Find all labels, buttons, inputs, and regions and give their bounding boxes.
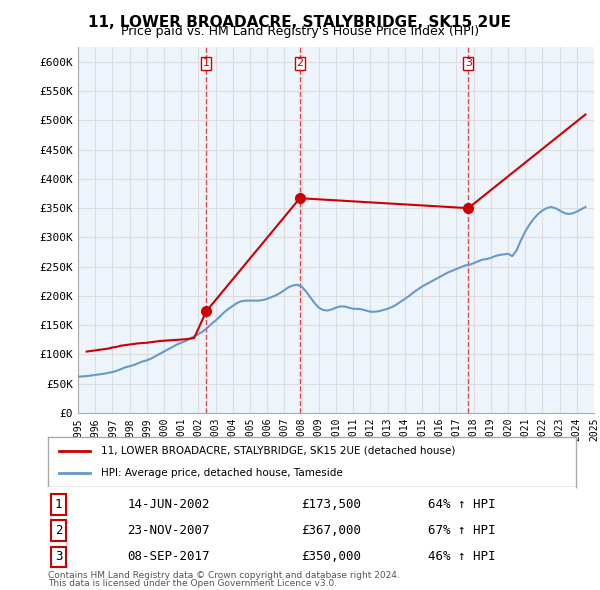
- Text: 1: 1: [55, 498, 62, 511]
- Text: 1: 1: [203, 58, 209, 68]
- Text: Contains HM Land Registry data © Crown copyright and database right 2024.: Contains HM Land Registry data © Crown c…: [48, 571, 400, 580]
- Text: £173,500: £173,500: [301, 498, 361, 511]
- Text: 14-JUN-2002: 14-JUN-2002: [127, 498, 210, 511]
- Text: £367,000: £367,000: [301, 524, 361, 537]
- Text: 11, LOWER BROADACRE, STALYBRIDGE, SK15 2UE: 11, LOWER BROADACRE, STALYBRIDGE, SK15 2…: [89, 15, 511, 30]
- Text: 23-NOV-2007: 23-NOV-2007: [127, 524, 210, 537]
- Text: 3: 3: [465, 58, 472, 68]
- Text: 3: 3: [55, 550, 62, 563]
- Text: 2: 2: [296, 58, 304, 68]
- Text: 08-SEP-2017: 08-SEP-2017: [127, 550, 210, 563]
- Text: 67% ↑ HPI: 67% ↑ HPI: [428, 524, 496, 537]
- Text: This data is licensed under the Open Government Licence v3.0.: This data is licensed under the Open Gov…: [48, 579, 337, 588]
- Text: 64% ↑ HPI: 64% ↑ HPI: [428, 498, 496, 511]
- Text: 46% ↑ HPI: 46% ↑ HPI: [428, 550, 496, 563]
- Text: HPI: Average price, detached house, Tameside: HPI: Average price, detached house, Tame…: [101, 468, 343, 478]
- Text: £350,000: £350,000: [301, 550, 361, 563]
- Text: 2: 2: [55, 524, 62, 537]
- Text: 11, LOWER BROADACRE, STALYBRIDGE, SK15 2UE (detached house): 11, LOWER BROADACRE, STALYBRIDGE, SK15 2…: [101, 445, 455, 455]
- Text: Price paid vs. HM Land Registry's House Price Index (HPI): Price paid vs. HM Land Registry's House …: [121, 25, 479, 38]
